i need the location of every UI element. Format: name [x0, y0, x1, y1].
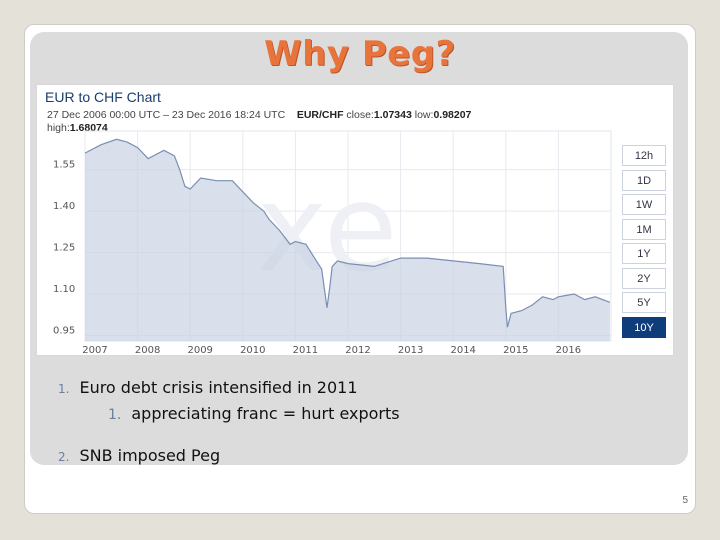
sub-bullet-text: appreciating franc = hurt exports: [131, 404, 400, 423]
y-tick-label: 1.40: [53, 201, 75, 212]
range-button-1m[interactable]: 1M: [622, 218, 666, 240]
y-tick-label: 0.95: [53, 325, 75, 336]
close-value: 1.07343: [373, 109, 412, 121]
pair-label: EUR/CHF: [296, 109, 344, 121]
sub-bullet-number: 1.: [108, 407, 122, 423]
y-axis-ticks: 0.95 1.10 1.25 1.40 1.55: [53, 160, 75, 337]
chart-plot: xe 0.951.101.251.401.55 2007 2008 2009 2010…: [53, 130, 612, 355]
sub-bullet-item-1: 1. appreciating franc = hurt exports: [108, 404, 400, 423]
x-tick-label: 2008: [135, 345, 160, 355]
bullet-text: SNB imposed Peg: [79, 446, 221, 465]
low-value: 0.98207: [433, 109, 472, 121]
range-button-1y[interactable]: 1Y: [622, 243, 666, 264]
x-tick-label: 2009: [187, 345, 212, 355]
series-area: [85, 139, 610, 341]
x-axis-ticks: 2007 2008 2009 2010 2011 2012 2013 2014 2015 2016: [82, 345, 581, 355]
y-tick-label: 1.55: [53, 160, 75, 171]
bullet-item-1: 1. Euro debt crisis intensified in 2011: [58, 378, 358, 397]
date-to: 23 Dec 2016 18:24 UTC: [171, 109, 286, 121]
bullet-item-2: 2. SNB imposed Peg: [58, 446, 220, 465]
exchange-rate-chart: EUR to CHF Chart 27 Dec 2006 00:00 UTC –…: [36, 84, 674, 356]
slide-title: Why Peg?: [264, 34, 456, 74]
high-label: high:: [47, 122, 70, 134]
x-tick-label: 2013: [398, 345, 423, 355]
page-number: 5: [682, 495, 688, 506]
range-button-10y[interactable]: 10Y: [622, 316, 666, 338]
series-line: [84, 138, 611, 328]
close-label: close:: [346, 109, 374, 121]
x-tick-label: 2010: [240, 345, 265, 355]
x-tick-label: 2014: [450, 345, 475, 355]
bullet-text: Euro debt crisis intensified in 2011: [79, 378, 358, 397]
chart-metadata: 27 Dec 2006 00:00 UTC – 23 Dec 2016 18:2…: [47, 109, 472, 134]
bullet-number: 2.: [58, 450, 70, 464]
x-tick-label: 2007: [82, 345, 107, 355]
low-label: low:: [414, 109, 434, 121]
range-button-12h[interactable]: 12h: [622, 145, 666, 166]
range-button-2y[interactable]: 2Y: [622, 267, 666, 289]
date-from: 27 Dec 2006 00:00 UTC: [47, 109, 161, 121]
x-tick-label: 2015: [503, 345, 528, 355]
range-button-1w[interactable]: 1W: [622, 194, 666, 215]
range-button-1d[interactable]: 1D: [622, 169, 666, 191]
y-tick-label: 1.25: [53, 243, 75, 254]
y-tick-label: 1.10: [53, 284, 75, 295]
x-tick-label: 2016: [556, 345, 581, 355]
x-tick-label: 2012: [345, 345, 370, 355]
bullet-number: 1.: [58, 382, 70, 396]
chart-series-layer: [84, 138, 611, 341]
x-tick-label: 2011: [293, 345, 318, 355]
chart-heading: EUR to CHF Chart: [45, 89, 161, 105]
range-button-5y[interactable]: 5Y: [622, 292, 666, 313]
